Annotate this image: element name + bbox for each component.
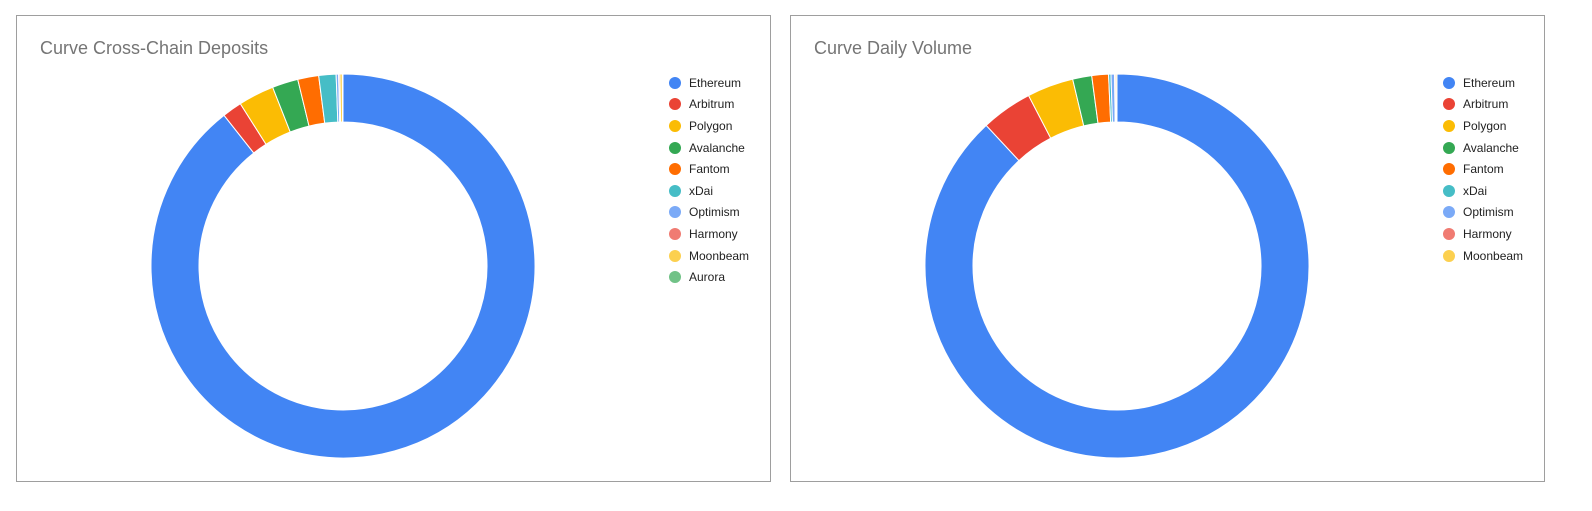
legend-item-moonbeam[interactable]: Moonbeam <box>669 245 749 267</box>
legend-item-harmony[interactable]: Harmony <box>669 223 749 245</box>
legend-label: Harmony <box>689 226 738 241</box>
legend-swatch <box>1443 184 1455 197</box>
legend-label: Moonbeam <box>689 248 750 263</box>
legend-swatch <box>669 163 681 176</box>
slice-aurora[interactable] <box>341 73 344 123</box>
legend-label: Harmony <box>1463 226 1512 241</box>
legend-swatch <box>1443 249 1455 262</box>
legend-label: Arbitrum <box>689 97 735 112</box>
legend-swatch <box>669 141 681 154</box>
legend-item-polygon[interactable]: Polygon <box>1443 115 1523 137</box>
legend-swatch <box>669 249 681 262</box>
legend-swatch <box>669 98 681 111</box>
legend-item-harmony[interactable]: Harmony <box>1443 223 1523 245</box>
slice-ethereum[interactable] <box>150 73 536 459</box>
legend-item-ethereum[interactable]: Ethereum <box>669 72 749 94</box>
legend-label: Fantom <box>1463 162 1504 177</box>
legend-label: Arbitrum <box>1463 97 1509 112</box>
chart-title: Curve Daily Volume <box>814 38 973 58</box>
legend-swatch <box>1443 163 1455 176</box>
legend-item-moonbeam[interactable]: Moonbeam <box>1443 245 1523 267</box>
legend-swatch <box>669 227 681 240</box>
legend-label: Moonbeam <box>1463 248 1524 263</box>
legend-swatch <box>1443 76 1455 89</box>
legend-label: Ethereum <box>1463 75 1516 90</box>
legend-item-fantom[interactable]: Fantom <box>669 158 749 180</box>
legend-item-optimism[interactable]: Optimism <box>1443 202 1523 224</box>
daily-volume-donut-chart[interactable] <box>791 16 1546 483</box>
slice-moonbeam[interactable] <box>1115 73 1118 123</box>
deposits-donut-chart[interactable] <box>17 16 772 483</box>
legend-swatch <box>1443 206 1455 219</box>
legend-item-xdai[interactable]: xDai <box>669 180 749 202</box>
daily-volume-chart-panel: Curve Daily Volume Ethereum Arbitrum Polyg… <box>790 15 1545 482</box>
legend-item-polygon[interactable]: Polygon <box>669 115 749 137</box>
legend-label: xDai <box>1463 183 1488 198</box>
legend-label: xDai <box>689 183 714 198</box>
legend-label: Fantom <box>689 162 730 177</box>
chart-legend: Ethereum Arbitrum Polygon Avalanche Fantom xD… <box>1443 72 1523 266</box>
legend-label: Optimism <box>1463 205 1514 220</box>
legend-item-ethereum[interactable]: Ethereum <box>1443 72 1523 94</box>
legend-item-fantom[interactable]: Fantom <box>1443 158 1523 180</box>
legend-swatch <box>669 206 681 219</box>
legend-label: Aurora <box>689 270 726 285</box>
legend-swatch <box>669 76 681 89</box>
legend-item-arbitrum[interactable]: Arbitrum <box>1443 94 1523 116</box>
legend-swatch <box>1443 98 1455 111</box>
legend-label: Polygon <box>1463 118 1507 133</box>
legend-item-aurora[interactable]: Aurora <box>669 266 749 288</box>
legend-label: Ethereum <box>689 75 742 90</box>
chart-legend: Ethereum Arbitrum Polygon Avalanche Fantom xD… <box>669 72 749 288</box>
legend-swatch <box>1443 119 1455 132</box>
deposits-chart-panel: Curve Cross-Chain Deposits Ethereum Arbit… <box>16 15 771 482</box>
legend-swatch <box>669 184 681 197</box>
legend-label: Avalanche <box>1463 140 1519 155</box>
legend-swatch <box>669 271 681 284</box>
legend-label: Optimism <box>689 205 740 220</box>
legend-swatch <box>1443 227 1455 240</box>
legend-item-arbitrum[interactable]: Arbitrum <box>669 94 749 116</box>
legend-swatch <box>669 119 681 132</box>
legend-item-avalanche[interactable]: Avalanche <box>1443 137 1523 159</box>
legend-item-avalanche[interactable]: Avalanche <box>669 137 749 159</box>
slice-ethereum[interactable] <box>924 73 1310 459</box>
legend-label: Polygon <box>689 118 733 133</box>
legend-item-optimism[interactable]: Optimism <box>669 202 749 224</box>
chart-title: Curve Cross-Chain Deposits <box>40 38 269 58</box>
legend-item-xdai[interactable]: xDai <box>1443 180 1523 202</box>
legend-label: Avalanche <box>689 140 745 155</box>
legend-swatch <box>1443 141 1455 154</box>
